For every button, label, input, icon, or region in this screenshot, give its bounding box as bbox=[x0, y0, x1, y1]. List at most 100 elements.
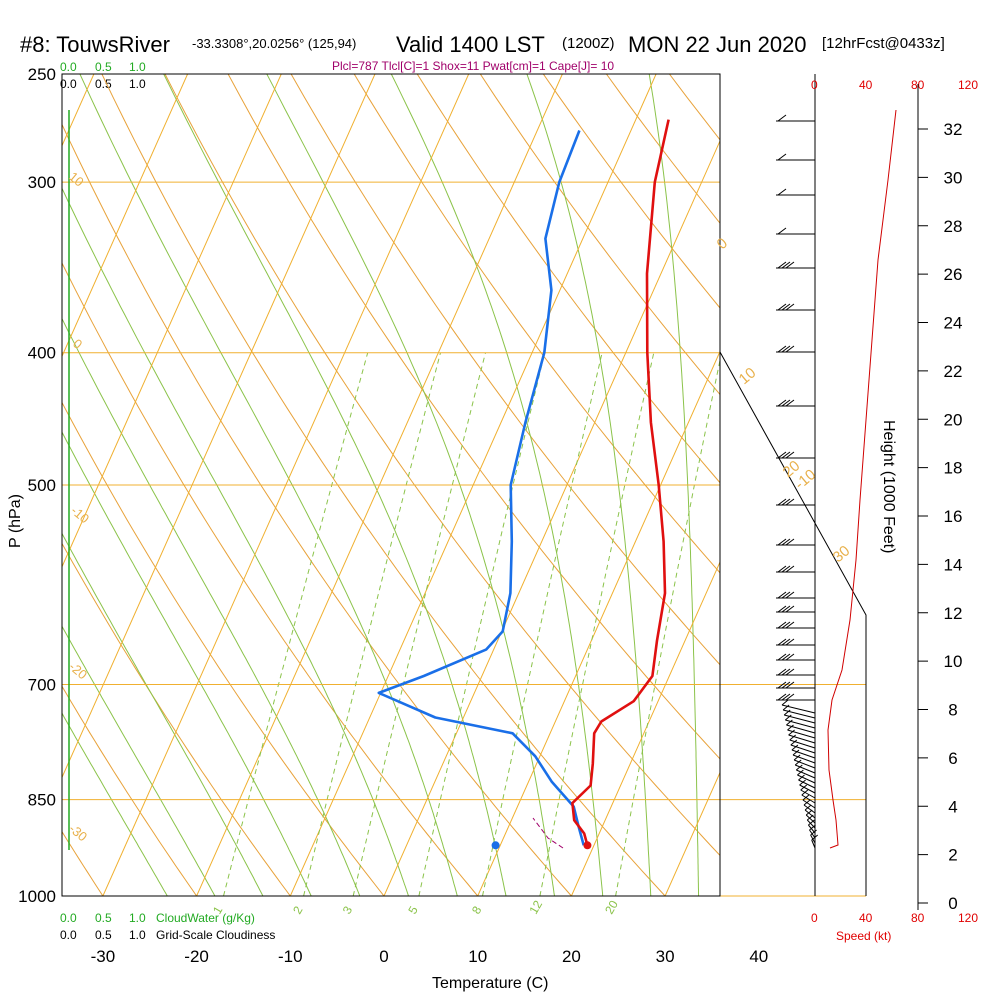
wind-barb-flag bbox=[781, 605, 791, 613]
wind-barb-flag bbox=[777, 638, 787, 646]
height-tick: 10 bbox=[944, 652, 963, 671]
wind-barb bbox=[791, 749, 816, 759]
wind-barb bbox=[788, 734, 816, 744]
wind-barb-flag bbox=[781, 591, 791, 599]
mixing-ratio-line bbox=[615, 357, 720, 896]
dry-adiabat-line bbox=[479, 74, 720, 396]
wind-barb-flag bbox=[781, 621, 791, 629]
wind-barb-flag bbox=[806, 814, 814, 821]
wind-barb-flag bbox=[789, 734, 797, 741]
wind-barb-flag bbox=[781, 538, 791, 546]
wind-barb-flag bbox=[785, 681, 795, 689]
isotherm-line bbox=[853, 74, 1000, 896]
wind-barb-flag bbox=[777, 153, 787, 161]
wind-barb bbox=[802, 799, 816, 809]
height-tick: 0 bbox=[948, 894, 957, 913]
cloudwater-bottom-tick: 0.5 bbox=[95, 911, 112, 925]
cloudiness-bottom-tick: 1.0 bbox=[129, 928, 146, 942]
moist-adiabat-line bbox=[390, 74, 604, 896]
moist-adiabat-line bbox=[79, 74, 458, 896]
temperature-tick: 40 bbox=[749, 947, 768, 966]
temperature-axis-label: Temperature (C) bbox=[432, 975, 548, 992]
wind-barb-flag bbox=[793, 754, 801, 761]
wind-barb-flag bbox=[787, 724, 794, 731]
wind-barb-flag bbox=[798, 774, 805, 781]
mixing-ratio-label: 2 bbox=[290, 903, 306, 916]
pressure-tick: 250 bbox=[28, 65, 56, 84]
dewpoint-profile bbox=[377, 130, 585, 846]
wind-barb-flag bbox=[805, 809, 813, 816]
pressure-tick: 300 bbox=[28, 173, 56, 192]
surface-temperature-marker bbox=[583, 841, 592, 850]
wind-barb-flag bbox=[785, 621, 795, 629]
wind-barb bbox=[796, 769, 816, 779]
wind-barb-flag bbox=[781, 638, 791, 646]
temperature-tick: 0 bbox=[379, 947, 388, 966]
dry-adiabat-line bbox=[62, 261, 479, 896]
wind-barb-flag bbox=[781, 699, 789, 706]
wind-barb-flag bbox=[785, 653, 795, 661]
wind-barb-flag bbox=[777, 605, 787, 613]
cloudwater-top-tick: 0.5 bbox=[95, 60, 112, 74]
moist-adiabat-line bbox=[648, 74, 700, 896]
mixing-ratio-line bbox=[482, 352, 603, 896]
wind-barb bbox=[789, 739, 816, 749]
height-tick: 22 bbox=[944, 362, 963, 381]
cloudiness-bottom-tick: 0.5 bbox=[95, 928, 112, 942]
wind-barb-flag bbox=[781, 653, 791, 661]
mixing-ratio-lines bbox=[223, 352, 720, 896]
height-tick: 12 bbox=[944, 604, 963, 623]
speed-tick: 120 bbox=[958, 911, 978, 925]
wind-barb-flag bbox=[785, 399, 795, 407]
mixing-ratio-label: 8 bbox=[469, 903, 485, 916]
moist-adiabat-line bbox=[62, 625, 216, 896]
parcel-path bbox=[532, 817, 564, 849]
wind-barb bbox=[811, 839, 816, 849]
wind-barb-flag bbox=[790, 739, 798, 746]
dry-adiabat-line bbox=[227, 74, 720, 760]
station-coords: -33.3308°,20.0256° (125,94) bbox=[192, 36, 356, 51]
moist-adiabat-line bbox=[62, 187, 410, 896]
moist-adiabat-line bbox=[746, 50, 752, 925]
wind-barb-flag bbox=[777, 498, 787, 506]
mixing-ratio-label: 20 bbox=[602, 898, 621, 917]
speed-ticks-top: 0 40 80 120 bbox=[811, 78, 978, 92]
cloudiness-top-tick: 1.0 bbox=[129, 77, 146, 91]
mixing-ratio-line bbox=[223, 352, 369, 896]
wind-barb-flag bbox=[785, 668, 795, 676]
mixing-ratio-label: 5 bbox=[405, 903, 421, 916]
wind-barb bbox=[804, 809, 816, 819]
cloudwater-top-ticks: 0.0 0.5 1.0 0.0 0.5 1.0 bbox=[60, 60, 146, 91]
wind-barb bbox=[784, 714, 816, 724]
wind-barb-flag bbox=[781, 498, 791, 506]
wind-barb-flag bbox=[791, 744, 799, 751]
wind-barb-flag bbox=[788, 729, 795, 736]
pressure-tick: 1000 bbox=[18, 887, 56, 906]
wind-barb-flag bbox=[777, 303, 787, 311]
forecast-info: [12hrFcst@0433z] bbox=[822, 35, 945, 52]
wind-barb-flag bbox=[800, 784, 808, 791]
wind-barb bbox=[795, 764, 816, 774]
pressure-tick: 500 bbox=[28, 476, 56, 495]
cloudwater-top-tick: 1.0 bbox=[129, 60, 146, 74]
wind-barb-flag bbox=[777, 591, 787, 599]
dry-adiabat-line bbox=[62, 542, 291, 896]
wind-barb-flag bbox=[810, 829, 817, 836]
wind-barb bbox=[803, 804, 816, 814]
plot-frame bbox=[61, 73, 721, 897]
dry-adiabat-line bbox=[62, 401, 385, 896]
height-tick: 32 bbox=[944, 120, 963, 139]
zulu-time: (1200Z) bbox=[562, 35, 615, 52]
pressure-ticks: 250 300 400 500 700 850 1000 bbox=[18, 65, 56, 906]
wind-barb-flag bbox=[777, 451, 787, 459]
moist-adiabats bbox=[62, 50, 752, 925]
wind-barb-flag bbox=[785, 565, 795, 573]
height-tick: 24 bbox=[944, 314, 963, 333]
wind-barb-flag bbox=[801, 789, 809, 796]
wind-barb-flag bbox=[777, 345, 787, 353]
cloudwater-bottom-tick: 0.0 bbox=[60, 911, 77, 925]
wind-barb bbox=[785, 719, 816, 729]
wind-barb-flag bbox=[777, 621, 787, 629]
height-tick: 30 bbox=[944, 168, 963, 187]
